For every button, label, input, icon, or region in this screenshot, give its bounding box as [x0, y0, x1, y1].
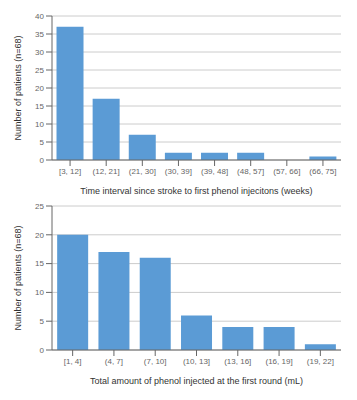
svg-text:0: 0	[40, 346, 45, 355]
svg-text:(13, 16]: (13, 16]	[224, 357, 251, 366]
svg-text:[1, 4]: [1, 4]	[64, 357, 82, 366]
svg-text:25: 25	[35, 202, 44, 211]
svg-text:5: 5	[40, 317, 45, 326]
svg-text:30: 30	[35, 48, 44, 57]
svg-text:5: 5	[40, 138, 45, 147]
svg-text:(4, 7]: (4, 7]	[105, 357, 123, 366]
svg-text:15: 15	[35, 259, 44, 268]
svg-text:(19, 22]: (19, 22]	[307, 357, 334, 366]
svg-text:Time interval since stroke to: Time interval since stroke to first phen…	[80, 186, 312, 196]
svg-text:Total amount of phenol injecte: Total amount of phenol injected at the f…	[90, 376, 303, 386]
svg-text:25: 25	[35, 66, 44, 75]
svg-text:10: 10	[35, 288, 44, 297]
svg-text:(39, 48]: (39, 48]	[201, 167, 228, 176]
svg-text:0: 0	[40, 156, 45, 165]
svg-text:(12, 21]: (12, 21]	[93, 167, 120, 176]
svg-text:35: 35	[35, 30, 44, 39]
svg-text:(57, 66]: (57, 66]	[273, 167, 300, 176]
svg-text:(7, 10]: (7, 10]	[144, 357, 167, 366]
svg-text:40: 40	[35, 12, 44, 21]
svg-text:(66, 75]: (66, 75]	[309, 167, 336, 176]
svg-text:[3, 12]: [3, 12]	[59, 167, 81, 176]
svg-text:(48, 57]: (48, 57]	[237, 167, 264, 176]
svg-text:(16, 19]: (16, 19]	[266, 357, 293, 366]
svg-text:10: 10	[35, 120, 44, 129]
svg-text:Number of patients (n=68): Number of patients (n=68)	[13, 226, 23, 331]
svg-text:20: 20	[35, 84, 44, 93]
svg-text:Number of patients (n=68): Number of patients (n=68)	[13, 36, 23, 141]
svg-text:(10, 13]: (10, 13]	[183, 357, 210, 366]
svg-text:15: 15	[35, 102, 44, 111]
svg-text:(21, 30]: (21, 30]	[129, 167, 156, 176]
svg-text:(30, 39]: (30, 39]	[165, 167, 192, 176]
svg-text:20: 20	[35, 231, 44, 240]
